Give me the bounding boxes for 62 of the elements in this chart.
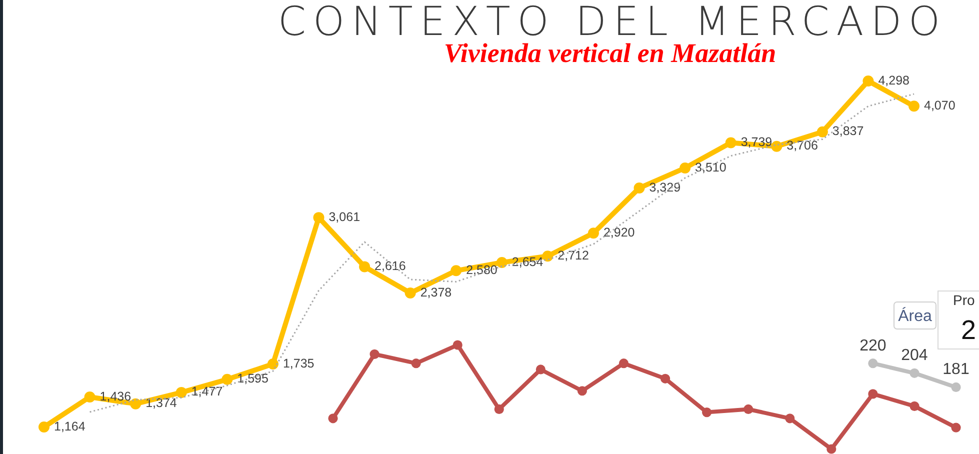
point	[411, 358, 421, 368]
data-label: 1,374	[146, 396, 177, 410]
data-label: 1,735	[282, 356, 314, 370]
data-label: 3,837	[832, 124, 864, 138]
point	[370, 349, 380, 359]
point	[908, 100, 920, 112]
point	[771, 140, 782, 152]
point	[542, 250, 554, 262]
point	[536, 364, 546, 374]
point	[222, 374, 233, 385]
point	[267, 358, 278, 370]
point	[951, 382, 961, 392]
point	[359, 261, 370, 272]
point	[494, 404, 504, 414]
data-label: 204	[901, 347, 928, 364]
data-label: 2,712	[558, 248, 590, 262]
point	[868, 358, 878, 368]
point	[496, 257, 508, 268]
point	[680, 162, 691, 174]
point	[588, 228, 599, 239]
point	[404, 287, 416, 298]
point	[577, 386, 587, 396]
data-label: 2,616	[374, 258, 406, 273]
point	[328, 414, 338, 424]
point	[868, 389, 878, 399]
point	[725, 137, 736, 148]
point	[951, 422, 961, 432]
data-label: 1,477	[191, 384, 223, 399]
data-label: 3,061	[328, 210, 360, 224]
point	[826, 444, 836, 454]
point	[702, 407, 712, 418]
text: Pro	[953, 292, 975, 308]
data-label: 1,164	[54, 419, 86, 434]
point	[816, 126, 828, 138]
point	[38, 422, 50, 432]
point	[618, 358, 629, 368]
point	[450, 265, 462, 276]
data-label: 4,070	[924, 98, 956, 112]
point	[660, 374, 670, 384]
point	[176, 386, 187, 398]
point	[744, 404, 754, 414]
data-label: 3,706	[786, 138, 818, 153]
point	[452, 340, 462, 350]
data-label: 2,378	[420, 285, 452, 300]
data-label: 220	[860, 337, 886, 354]
point	[634, 182, 645, 194]
data-label: 4,298	[878, 73, 910, 88]
annotation: Área	[898, 307, 932, 325]
point	[910, 401, 920, 411]
annotation: 2	[961, 315, 976, 345]
point	[910, 368, 920, 378]
point	[84, 391, 96, 402]
data-label: 2,920	[603, 225, 635, 240]
data-label: 3,329	[649, 180, 681, 194]
data-label: 181	[942, 361, 970, 378]
data-label: 1,595	[237, 372, 268, 386]
point	[862, 76, 874, 86]
point	[785, 414, 795, 424]
point	[130, 398, 142, 410]
data-label: 3,510	[695, 160, 726, 174]
chart-subtitle: Vivienda vertical en Mazatlán	[444, 38, 776, 68]
point	[313, 212, 324, 224]
